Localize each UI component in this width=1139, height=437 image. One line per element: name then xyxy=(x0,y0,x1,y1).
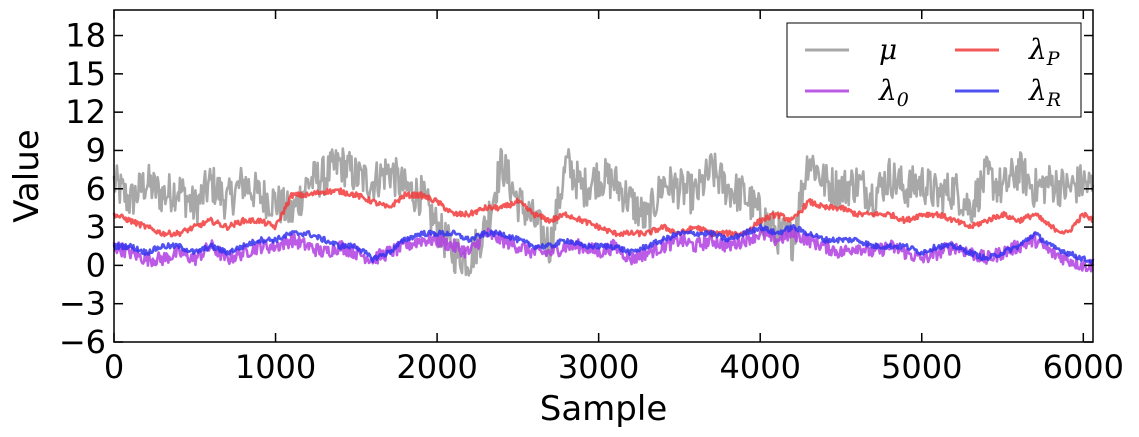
legend-box xyxy=(786,22,1082,118)
y-tick-label: 6 xyxy=(86,170,106,208)
x-axis-label: Sample xyxy=(540,389,667,429)
legend-label-1: λ0 xyxy=(878,74,909,111)
y-tick-label: 9 xyxy=(86,131,106,169)
legend: μ λ0 λP λR xyxy=(786,22,1082,118)
x-tick-label: 1000 xyxy=(235,348,316,386)
y-tick-label: 15 xyxy=(65,55,106,93)
x-tick-label: 4000 xyxy=(719,348,800,386)
y-tick-label: −3 xyxy=(59,285,106,323)
y-tick-label: 12 xyxy=(65,93,106,131)
series-line-0 xyxy=(112,147,1095,277)
series-line-2 xyxy=(112,187,1094,238)
y-tick-label: 18 xyxy=(65,17,106,55)
x-tick-label: 0 xyxy=(104,348,124,386)
y-tick-label: −6 xyxy=(59,323,106,361)
plot-frame xyxy=(113,9,1094,343)
x-tick-label: 3000 xyxy=(558,348,639,386)
x-tick-label: 5000 xyxy=(881,348,962,386)
y-axis-label: Value xyxy=(7,129,47,222)
x-tick-label: 2000 xyxy=(396,348,477,386)
plot-lines xyxy=(112,147,1095,277)
legend-label-3: λR xyxy=(1028,74,1061,111)
series-line-3 xyxy=(112,223,1095,266)
legend-label-2: λP xyxy=(1028,33,1061,70)
x-tick-label: 6000 xyxy=(1043,348,1124,386)
legend-label-0: μ xyxy=(879,33,897,66)
series-line-1 xyxy=(112,226,1095,273)
y-tick-label: 3 xyxy=(86,208,106,246)
y-tick-label: 0 xyxy=(86,246,106,284)
